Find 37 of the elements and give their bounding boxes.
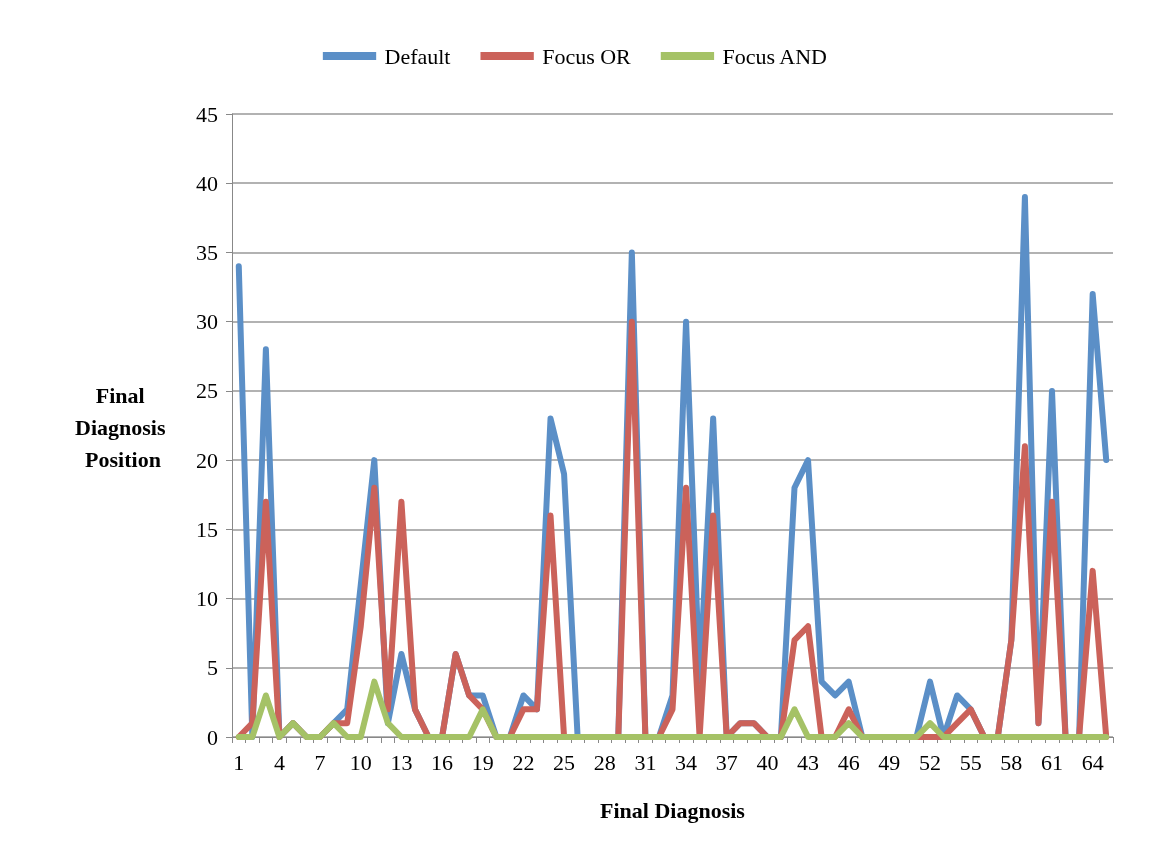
x-tick-label: 43: [797, 749, 820, 775]
x-axis-title: Final Diagnosis: [600, 797, 746, 823]
x-tick-label: 58: [1000, 749, 1023, 775]
y-axis-title: Final Diagnosis Position: [75, 382, 171, 472]
legend-label: Focus OR: [542, 43, 632, 69]
y-tick-label: 15: [196, 516, 218, 542]
y-tick-label: 35: [196, 239, 218, 265]
x-tick-label: 31: [634, 749, 657, 775]
x-tick-label: 19: [471, 749, 494, 775]
x-tick-label: 34: [675, 749, 698, 775]
y-tick-label: 25: [196, 378, 218, 404]
y-tick-label: 10: [196, 586, 218, 612]
x-tick-label: 16: [431, 749, 454, 775]
x-tick-label: 4: [273, 749, 285, 775]
x-tick-label: 7: [314, 749, 326, 775]
x-tick-label: 52: [919, 749, 942, 775]
x-tick-label: 61: [1041, 749, 1064, 775]
x-tick-label: 37: [715, 749, 738, 775]
x-tick-label: 13: [390, 749, 413, 775]
legend-label: Default: [384, 43, 451, 69]
x-tick-label: 25: [553, 749, 576, 775]
y-tick-label: 40: [196, 170, 218, 196]
x-tick-label: 55: [959, 749, 982, 775]
x-tick-label: 28: [593, 749, 616, 775]
y-tick-label: 20: [196, 447, 218, 473]
y-tick-label: 0: [207, 724, 218, 750]
x-tick-label: 46: [837, 749, 860, 775]
x-tick-label: 40: [756, 749, 779, 775]
x-tick-label: 49: [878, 749, 901, 775]
x-tick-label: 22: [512, 749, 535, 775]
x-tick-label: 1: [233, 749, 245, 775]
y-tick-label: 30: [196, 309, 218, 335]
legend-label: Focus AND: [722, 43, 827, 69]
x-tick-label: 10: [349, 749, 372, 775]
y-tick-label: 45: [196, 101, 218, 127]
y-tick-label: 5: [207, 655, 218, 681]
x-tick-label: 64: [1081, 749, 1104, 775]
